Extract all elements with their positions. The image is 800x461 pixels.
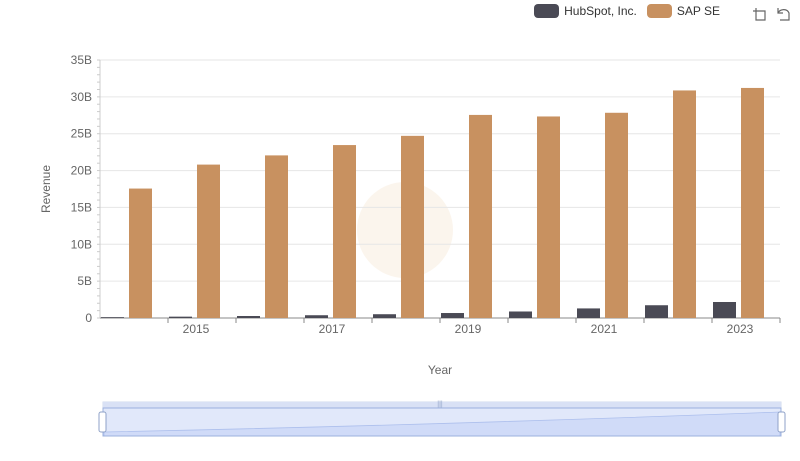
x-tick-label: 2019 [455,322,482,336]
y-tick-label: 5B [77,274,92,288]
bar-hubspot-2017[interactable] [305,315,328,318]
y-tick-label: 0 [85,311,92,325]
x-tick-label: 2015 [183,322,210,336]
bar-sap-2023[interactable] [741,87,764,318]
bar-hubspot-2018[interactable] [373,314,396,318]
bar-sap-2015[interactable] [197,164,220,318]
bar-hubspot-2016[interactable] [237,316,260,318]
bar-hubspot-2023[interactable] [713,302,736,318]
y-axis-label: Revenue [39,165,53,213]
bar-sap-2014[interactable] [129,188,152,318]
bar-sap-2018[interactable] [401,135,424,318]
y-tick-label: 30B [71,90,92,104]
zoom-icon[interactable] [750,5,768,23]
bar-hubspot-2022[interactable] [645,305,668,318]
y-tick-label: 10B [71,237,92,251]
bar-hubspot-2020[interactable] [509,311,532,318]
x-tick-label: 2023 [727,322,754,336]
y-tick-label: 25B [71,127,92,141]
bar-hubspot-2014[interactable] [101,317,124,318]
bar-hubspot-2021[interactable] [577,308,600,318]
y-tick-label: 35B [71,53,92,67]
bar-hubspot-2015[interactable] [169,316,192,318]
bar-sap-2020[interactable] [537,116,560,318]
y-tick-label: 20B [71,164,92,178]
restore-icon[interactable] [774,5,792,23]
y-tick-label: 15B [71,200,92,214]
bar-sap-2019[interactable] [469,114,492,318]
x-axis-label: Year [428,363,452,377]
bar-sap-2022[interactable] [673,90,696,318]
x-tick-label: 2017 [319,322,346,336]
bar-sap-2021[interactable] [605,112,628,319]
bar-sap-2016[interactable] [265,155,288,318]
x-tick-label: 2021 [591,322,618,336]
legend-label: HubSpot, Inc. [564,4,637,18]
bar-hubspot-2019[interactable] [441,313,464,318]
legend-swatch [534,4,560,18]
legend: HubSpot, Inc. SAP SE [534,4,720,18]
legend-item-sap[interactable]: SAP SE [646,4,720,18]
legend-item-hubspot[interactable]: HubSpot, Inc. [534,4,637,18]
toolbox [750,5,792,23]
legend-swatch [646,4,672,18]
bar-sap-2017[interactable] [333,145,356,318]
legend-label: SAP SE [676,4,720,18]
